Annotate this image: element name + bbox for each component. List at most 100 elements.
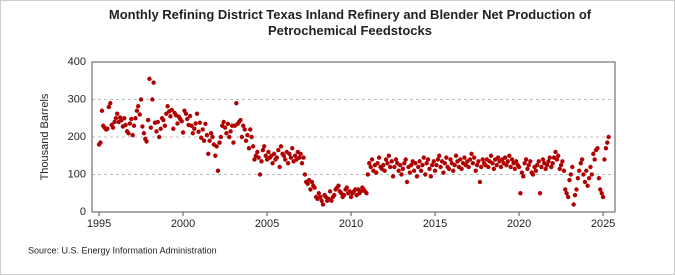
data-point (476, 159, 481, 164)
data-point (570, 164, 575, 170)
data-point (574, 187, 579, 192)
data-point (162, 123, 168, 128)
data-point (539, 164, 544, 170)
data-point (572, 192, 578, 198)
data-point (581, 172, 586, 177)
data-point (549, 164, 554, 170)
data-point (364, 191, 369, 196)
data-point (490, 161, 495, 166)
data-point (567, 177, 572, 183)
data-point (115, 111, 120, 116)
data-point (530, 172, 536, 177)
data-point (292, 153, 298, 158)
data-point (585, 183, 590, 188)
data-point (285, 161, 291, 166)
y-tick-label: 400 (68, 56, 86, 68)
data-point (418, 168, 424, 173)
data-point (466, 164, 471, 170)
data-point (187, 113, 193, 119)
data-point (327, 189, 333, 194)
data-point (525, 166, 530, 172)
data-point (523, 157, 529, 162)
data-point (348, 194, 354, 200)
data-point (199, 135, 204, 140)
data-point (550, 161, 555, 166)
data-point (546, 159, 551, 164)
data-point (560, 159, 565, 164)
data-point (175, 121, 180, 126)
data-point (596, 176, 602, 181)
data-point (441, 170, 446, 175)
data-point (169, 107, 175, 113)
data-point (242, 127, 247, 132)
data-point (528, 159, 533, 164)
data-point (396, 168, 401, 173)
data-point (526, 162, 532, 168)
data-point (98, 140, 103, 145)
data-point (554, 157, 560, 162)
data-point (238, 117, 243, 123)
data-point (214, 144, 219, 149)
data-point (403, 157, 408, 162)
data-point (217, 140, 222, 145)
data-point (221, 119, 226, 125)
data-point (157, 134, 162, 140)
data-point (256, 155, 261, 160)
data-point (376, 155, 382, 160)
data-point (136, 104, 141, 109)
data-point (392, 164, 397, 170)
data-point (140, 124, 145, 129)
data-point (504, 162, 509, 168)
data-point (425, 157, 431, 162)
data-point (602, 157, 607, 162)
data-point (505, 159, 511, 164)
data-point (535, 162, 540, 168)
data-point (137, 112, 142, 117)
data-point (105, 126, 110, 131)
data-point (365, 172, 371, 177)
data-point (462, 155, 467, 160)
data-point (519, 170, 525, 175)
data-point (409, 162, 414, 168)
data-point (488, 153, 494, 158)
data-point (438, 164, 443, 170)
data-point (131, 123, 137, 128)
data-point (578, 161, 583, 166)
data-point (316, 191, 322, 196)
data-point (210, 134, 215, 140)
data-point (451, 168, 456, 173)
data-point (245, 132, 250, 138)
data-point (381, 162, 386, 168)
data-point (168, 114, 173, 119)
data-point (452, 162, 457, 168)
data-point (512, 166, 518, 172)
data-point (479, 164, 484, 170)
data-point (571, 202, 576, 207)
data-point (227, 134, 232, 140)
data-point (533, 168, 539, 173)
data-point (113, 116, 119, 121)
data-point (469, 151, 474, 157)
data-point (231, 140, 236, 145)
data-point (592, 157, 597, 162)
data-point (257, 172, 263, 177)
data-point (127, 121, 133, 126)
y-tick-label: 100 (68, 168, 86, 180)
data-point (301, 155, 306, 160)
data-point (234, 101, 239, 106)
data-point (402, 161, 407, 166)
data-point (598, 187, 603, 192)
data-point (241, 123, 246, 128)
data-point (276, 147, 281, 153)
data-point (430, 162, 435, 168)
data-point (521, 174, 526, 179)
data-point (369, 157, 375, 162)
data-point (399, 172, 404, 177)
data-point (278, 144, 284, 149)
data-point (246, 146, 252, 151)
data-point (565, 194, 571, 200)
data-point (99, 108, 105, 113)
x-tick-label: 2000 (171, 218, 195, 230)
data-point (480, 157, 485, 162)
data-point (556, 153, 561, 158)
